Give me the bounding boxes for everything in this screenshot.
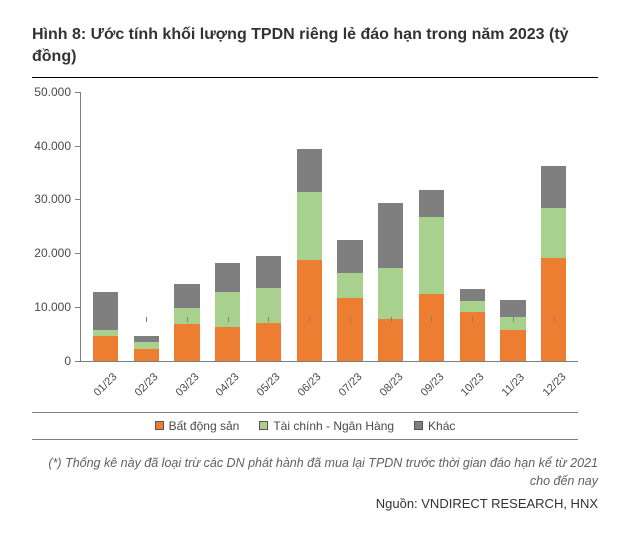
y-axis-label: 40.000 [34, 139, 81, 153]
bar-segment [460, 289, 485, 300]
legend-swatch [414, 421, 423, 430]
bar-segment [378, 319, 403, 361]
bar-segment [378, 268, 403, 319]
x-tick [268, 317, 269, 322]
bar-segment [297, 192, 322, 259]
bar-column [167, 92, 208, 361]
chart: 010.00020.00030.00040.00050.000 01/2302/… [80, 92, 578, 402]
legend-item: Khác [414, 419, 455, 433]
bar-column [411, 92, 452, 361]
y-axis-label: 10.000 [34, 300, 81, 314]
bar-segment [93, 336, 118, 361]
legend: Bất động sản Tài chính - Ngân Hàng Khác [32, 412, 578, 440]
x-tick [472, 317, 473, 322]
bar-column [289, 92, 330, 361]
bar-segment [500, 330, 525, 361]
bars-container [81, 92, 578, 361]
bar-segment [500, 300, 525, 317]
x-tick [431, 317, 432, 322]
stacked-bar [460, 289, 485, 361]
stacked-bar [297, 149, 322, 360]
stacked-bar [93, 292, 118, 361]
bar-column [126, 92, 167, 361]
stacked-bar [256, 256, 281, 360]
x-tick [146, 317, 147, 322]
legend-swatch [259, 421, 268, 430]
plot-area: 010.00020.00030.00040.00050.000 [80, 92, 578, 362]
x-tick [309, 317, 310, 322]
stacked-bar [541, 166, 566, 361]
stacked-bar [378, 203, 403, 361]
y-axis-label: 20.000 [34, 246, 81, 260]
bar-segment [215, 263, 240, 292]
bar-column [493, 92, 534, 361]
bar-column [248, 92, 289, 361]
bar-segment [174, 324, 199, 361]
stacked-bar [215, 263, 240, 361]
legend-label: Tài chính - Ngân Hàng [273, 419, 394, 433]
y-axis-label: 50.000 [34, 85, 81, 99]
bar-segment [541, 166, 566, 208]
bar-column [452, 92, 493, 361]
footnote: (*) Thống kê này đã loại trừ các DN phát… [32, 454, 598, 490]
x-tick [513, 317, 514, 322]
stacked-bar [174, 284, 199, 360]
legend-label: Bất động sản [169, 419, 240, 433]
bar-segment [541, 208, 566, 258]
stacked-bar [134, 336, 159, 361]
bar-column [330, 92, 371, 361]
bar-segment [134, 349, 159, 361]
source: Nguồn: VNDIRECT RESEARCH, HNX [32, 496, 598, 511]
bar-segment [419, 190, 444, 216]
bar-segment [419, 217, 444, 294]
x-tick [187, 317, 188, 322]
bar-segment [256, 256, 281, 287]
bar-segment [337, 298, 362, 360]
bar-segment [256, 323, 281, 361]
bar-segment [541, 258, 566, 361]
chart-title: Hình 8: Ước tính khối lượng TPDN riêng l… [32, 24, 598, 69]
bar-column [370, 92, 411, 361]
x-tick [228, 317, 229, 322]
stacked-bar [337, 240, 362, 361]
x-axis-label: 12/23 [541, 361, 598, 418]
x-labels: 01/2302/2303/2304/2305/2306/2307/2308/23… [80, 362, 578, 402]
legend-item: Bất động sản [155, 419, 240, 433]
bar-segment [134, 342, 159, 349]
x-tick [105, 317, 106, 322]
bar-segment [297, 149, 322, 192]
bar-segment [419, 294, 444, 361]
bar-segment [337, 240, 362, 272]
bar-segment [378, 203, 403, 269]
bar-segment [460, 301, 485, 312]
bar-segment [337, 273, 362, 299]
bar-segment [215, 292, 240, 328]
stacked-bar [419, 190, 444, 361]
legend-label: Khác [428, 419, 455, 433]
bar-column [533, 92, 574, 361]
bar-column [207, 92, 248, 361]
legend-swatch [155, 421, 164, 430]
bar-segment [174, 284, 199, 308]
y-axis-label: 30.000 [34, 192, 81, 206]
bar-segment [215, 327, 240, 360]
bar-segment [93, 292, 118, 330]
legend-item: Tài chính - Ngân Hàng [259, 419, 394, 433]
title-rule [32, 77, 598, 78]
bar-column [85, 92, 126, 361]
x-tick [554, 317, 555, 322]
bar-segment [297, 260, 322, 361]
y-axis-label: 0 [64, 354, 81, 368]
x-tick [391, 317, 392, 322]
stacked-bar [500, 300, 525, 361]
x-tick [350, 317, 351, 322]
